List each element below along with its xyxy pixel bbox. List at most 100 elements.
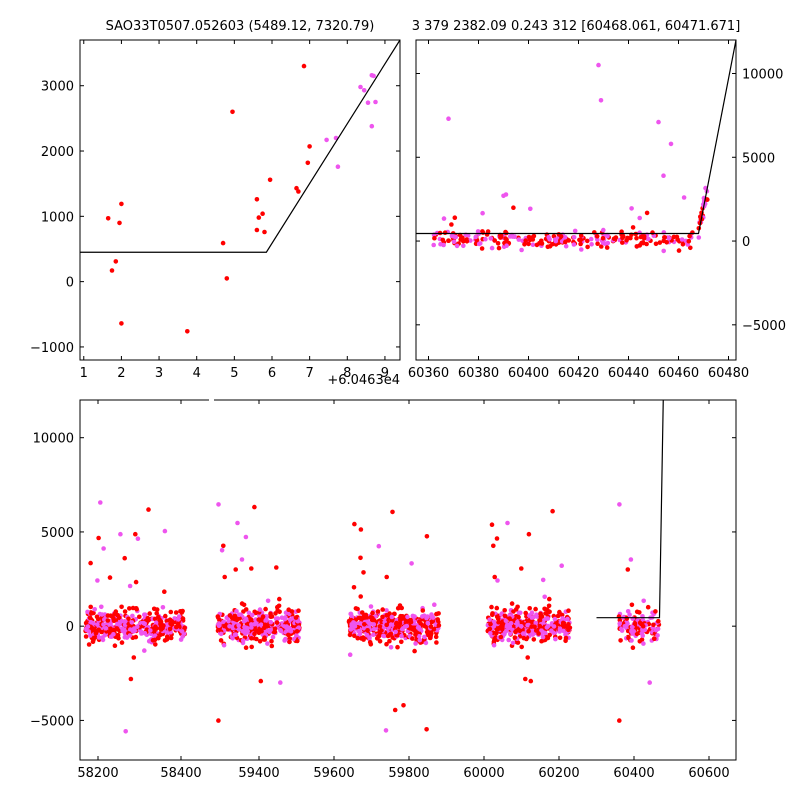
- data-point: [85, 624, 91, 629]
- data-point: [641, 240, 646, 246]
- data-point: [508, 621, 514, 626]
- data-point: [519, 247, 524, 253]
- data-point: [489, 245, 495, 251]
- data-point: [604, 245, 610, 250]
- data-point: [88, 604, 93, 610]
- data-point: [275, 604, 280, 610]
- data-point: [180, 616, 186, 621]
- data-point: [434, 611, 439, 617]
- data-point: [227, 624, 232, 629]
- data-point: [453, 234, 459, 240]
- data-point: [135, 624, 140, 629]
- data-point: [639, 630, 645, 636]
- data-point: [488, 630, 493, 636]
- panel-top-left-frame: [79, 39, 401, 361]
- data-point: [351, 620, 356, 625]
- data-point: [89, 611, 94, 616]
- data-point: [249, 636, 254, 641]
- data-point: [637, 639, 643, 644]
- data-point: [530, 632, 536, 637]
- data-point: [480, 210, 485, 216]
- data-point: [282, 638, 287, 643]
- data-point: [127, 606, 132, 611]
- data-point: [254, 197, 260, 202]
- x-tick-label: 60460: [658, 366, 699, 381]
- data-point: [367, 640, 373, 645]
- data-point: [263, 606, 268, 612]
- data-point: [537, 240, 542, 246]
- data-point: [158, 627, 164, 632]
- data-point: [218, 631, 224, 637]
- data-point: [412, 614, 417, 619]
- data-point: [589, 242, 594, 247]
- data-point: [640, 623, 646, 629]
- data-point: [487, 617, 492, 622]
- data-point: [249, 644, 254, 650]
- data-point: [515, 619, 520, 625]
- data-point: [539, 638, 544, 644]
- data-point: [130, 629, 136, 634]
- data-point: [622, 624, 628, 629]
- data-point: [117, 220, 122, 226]
- y-tick-label: 3000: [41, 80, 74, 95]
- data-point: [272, 626, 278, 632]
- data-point: [384, 574, 390, 580]
- data-point: [617, 502, 622, 507]
- data-point: [478, 241, 483, 246]
- data-point: [376, 543, 382, 549]
- data-point: [128, 676, 134, 682]
- data-point: [399, 616, 404, 621]
- x-tick-label: 60200: [538, 766, 579, 781]
- data-point: [245, 625, 250, 631]
- data-point: [424, 727, 429, 732]
- data-point: [252, 504, 257, 510]
- data-point: [219, 548, 225, 553]
- data-point: [634, 235, 639, 241]
- x-tick-label: 8: [343, 366, 351, 381]
- data-point: [679, 237, 685, 242]
- data-point: [661, 173, 666, 178]
- data-point: [361, 626, 367, 631]
- data-point: [126, 616, 131, 622]
- data-point: [415, 625, 421, 630]
- data-point: [620, 240, 625, 245]
- data-point: [248, 617, 254, 622]
- data-point: [96, 627, 101, 633]
- data-point: [383, 728, 389, 733]
- data-point: [254, 227, 260, 233]
- data-point: [111, 632, 116, 637]
- data-point: [226, 619, 231, 624]
- y-tick-label: 1000: [41, 210, 74, 225]
- x-tick-label: 59800: [388, 766, 429, 781]
- data-point: [681, 195, 687, 200]
- data-point: [417, 619, 422, 624]
- data-point: [367, 635, 372, 640]
- data-point: [492, 637, 497, 642]
- data-point: [501, 193, 506, 199]
- data-point: [85, 609, 90, 615]
- data-point: [86, 629, 92, 634]
- data-point: [488, 621, 493, 627]
- data-point: [637, 243, 643, 248]
- data-point: [217, 617, 222, 623]
- data-point: [384, 608, 389, 613]
- data-point: [99, 604, 104, 610]
- data-point: [287, 617, 293, 622]
- data-point: [257, 639, 263, 644]
- data-point: [102, 617, 107, 622]
- data-point: [565, 625, 570, 630]
- data-point: [305, 160, 311, 166]
- x-tick-label: 3: [155, 366, 163, 381]
- data-point: [83, 634, 89, 639]
- data-point: [236, 612, 242, 617]
- data-point: [296, 189, 301, 194]
- data-point: [491, 543, 496, 549]
- data-point: [268, 619, 274, 625]
- data-point: [598, 98, 604, 103]
- data-point: [152, 637, 158, 643]
- data-point: [432, 602, 437, 607]
- data-point: [142, 612, 147, 617]
- data-point: [358, 621, 363, 626]
- data-point: [355, 635, 361, 641]
- data-point: [557, 635, 563, 641]
